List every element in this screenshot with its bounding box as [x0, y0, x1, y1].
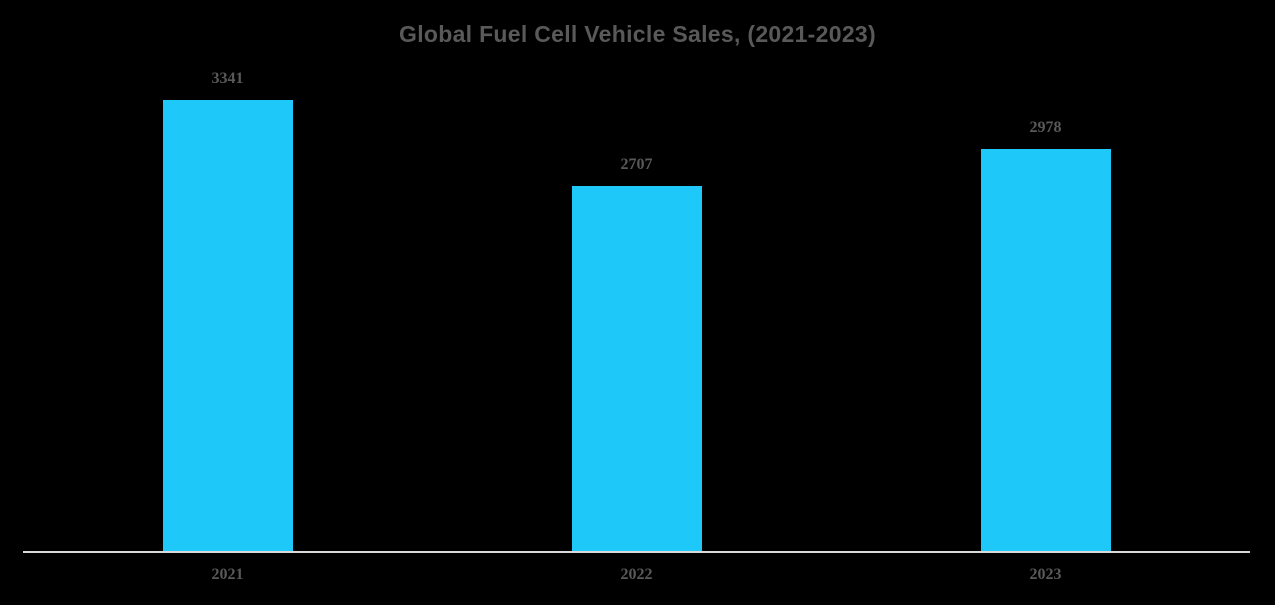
bar-group-2021: 3341 — [23, 71, 432, 551]
x-axis-label-2023: 2023 — [1029, 566, 1062, 583]
bar-2021[interactable] — [162, 100, 293, 551]
bar-value-label-2022: 2707 — [620, 156, 653, 173]
bar-group-2022: 2707 — [432, 157, 841, 551]
bar-value-label-2021: 3341 — [211, 70, 244, 87]
plot-area: 3341 2707 2978 — [23, 71, 1250, 551]
x-axis-labels: 2021 2022 2023 — [23, 565, 1250, 584]
bar-value-label-2023: 2978 — [1029, 119, 1062, 136]
x-axis-line — [23, 551, 1250, 553]
bar-2023[interactable] — [980, 149, 1111, 551]
bar-2022[interactable] — [571, 186, 702, 551]
x-axis-label-2021: 2021 — [211, 566, 244, 583]
chart-title: Global Fuel Cell Vehicle Sales, (2021-20… — [399, 21, 876, 47]
x-axis-label-2022: 2022 — [620, 566, 653, 583]
bar-group-2023: 2978 — [841, 120, 1250, 551]
